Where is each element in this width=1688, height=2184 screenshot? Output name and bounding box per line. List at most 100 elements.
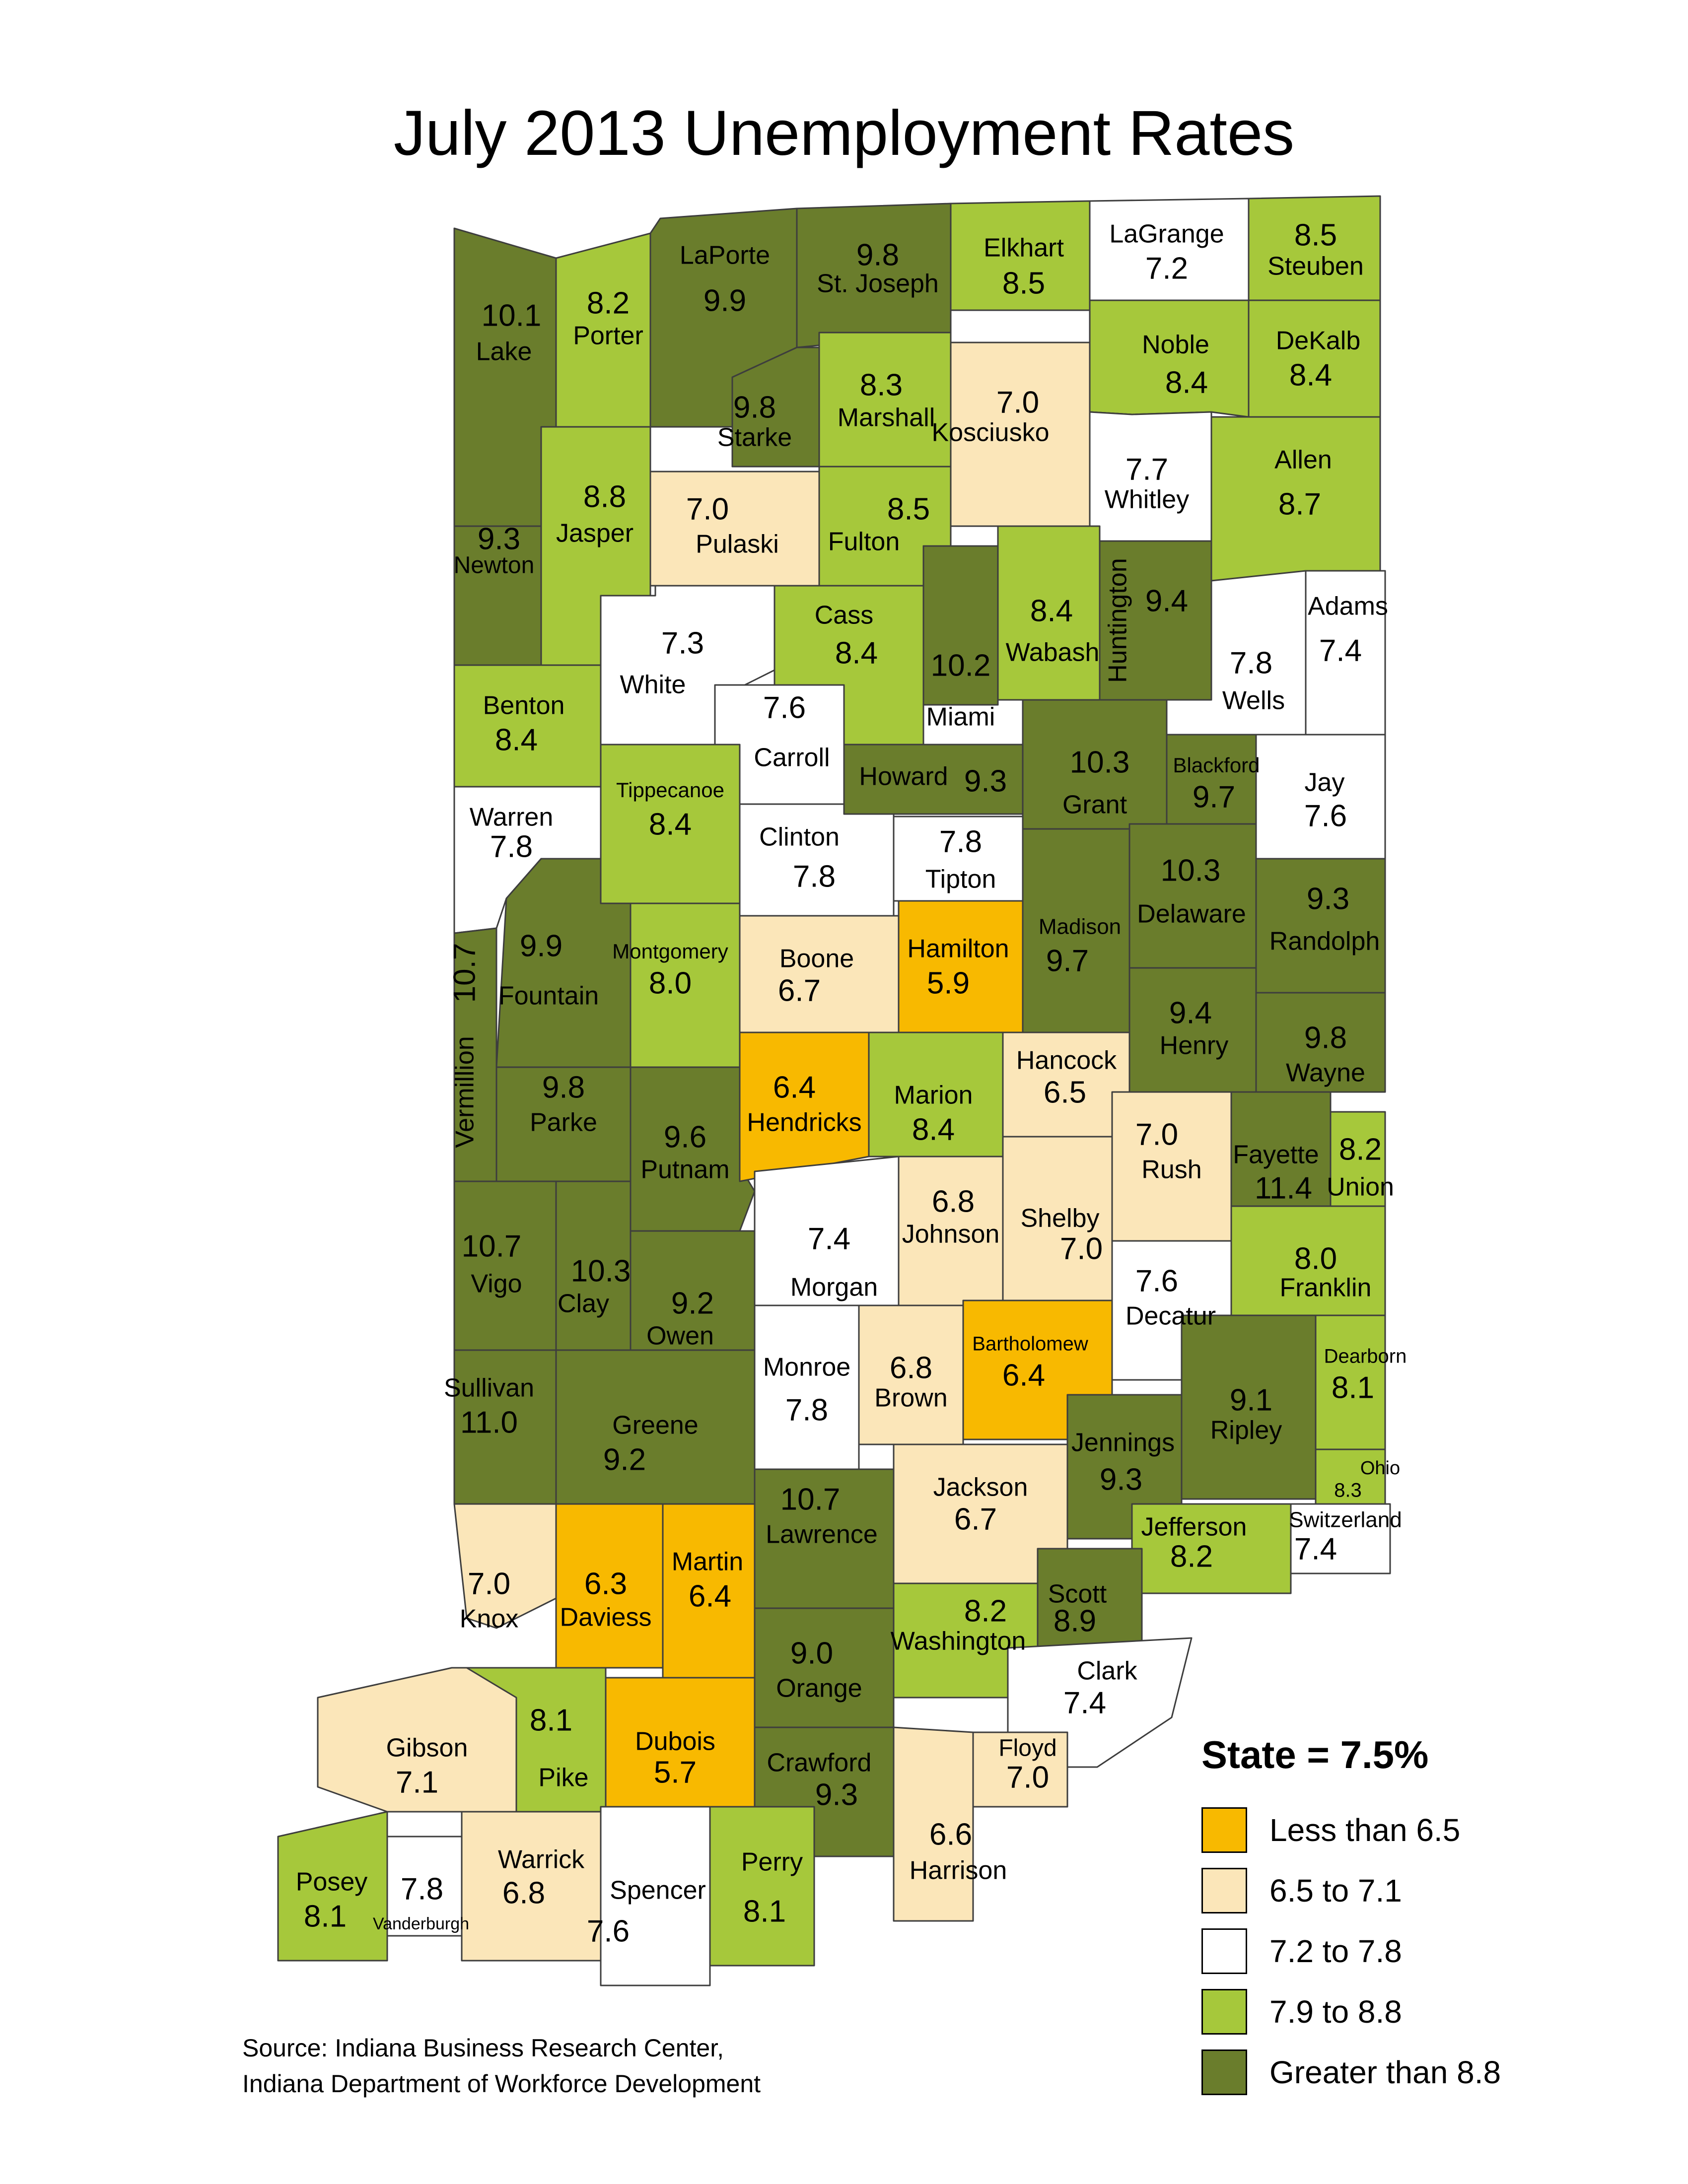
- county-delaware-region: [1128, 823, 1257, 969]
- county-name-label: Fulton: [828, 528, 900, 556]
- county-name-label: Switzerland: [1289, 1508, 1402, 1532]
- county-rate-label: 9.3: [478, 522, 520, 556]
- county-rate-label: 9.3: [815, 1777, 858, 1812]
- county-rate-label: 6.4: [773, 1070, 816, 1104]
- county-randolph-region: [1255, 858, 1386, 994]
- county-rate-label: 8.4: [1165, 365, 1208, 400]
- county-rate-label: 6.3: [584, 1567, 627, 1601]
- legend: State = 7.5% Less than 6.5 6.5 to 7.1 7.2 …: [1201, 1732, 1648, 2103]
- county-name-label: Huntington: [1104, 558, 1132, 683]
- county-rate-label: 8.4: [495, 723, 538, 757]
- county-name-label: St. Joseph: [817, 270, 939, 298]
- county-name-label: Crawford: [767, 1749, 872, 1777]
- county-name-label: White: [620, 671, 686, 699]
- county-rate-label: 9.8: [1304, 1021, 1347, 1055]
- county-rate-label: 6.6: [929, 1817, 972, 1851]
- county-name-label: Perry: [741, 1848, 803, 1877]
- county-name-label: Owen: [646, 1322, 714, 1351]
- county-name-label: Steuben: [1267, 252, 1364, 281]
- legend-swatch: [1201, 1807, 1247, 1853]
- county-rate-label: 7.0: [996, 385, 1039, 419]
- county-rate-label: 7.2: [1145, 251, 1188, 285]
- county-name-label: Morgan: [790, 1273, 878, 1302]
- county-rate-label: 6.8: [890, 1351, 932, 1385]
- county-name-label: Elkhart: [984, 234, 1064, 263]
- county-rate-label: 9.8: [542, 1070, 585, 1104]
- county-name-label: Scott: [1048, 1580, 1107, 1609]
- county-rate-label: 7.8: [793, 859, 836, 893]
- county-rate-label: 7.8: [785, 1393, 828, 1427]
- county-rate-label: 10.7: [447, 943, 482, 1003]
- county-rate-label: 7.0: [686, 492, 729, 526]
- source-line-2: Indiana Department of Workforce Developm…: [242, 2070, 761, 2098]
- county-name-label: Ohio: [1360, 1458, 1400, 1479]
- county-name-label: Miami: [926, 703, 995, 732]
- county-wayne-region: [1255, 992, 1386, 1093]
- county-rate-label: 7.4: [808, 1222, 850, 1256]
- county-rate-label: 10.7: [780, 1482, 841, 1516]
- legend-item: Greater than 8.8: [1201, 2042, 1648, 2103]
- county-posey-region: [277, 1811, 388, 1962]
- county-name-label: DeKalb: [1276, 327, 1361, 355]
- county-name-label: Bartholomew: [972, 1333, 1088, 1355]
- county-name-label: Harrison: [910, 1856, 1007, 1885]
- county-rate-label: 9.6: [664, 1120, 706, 1154]
- county-rate-label: 6.7: [954, 1502, 997, 1536]
- county-rate-label: 8.5: [1002, 266, 1045, 300]
- county-rate-label: 8.7: [1278, 487, 1321, 521]
- county-name-label: Lake: [476, 338, 532, 366]
- county-rate-label: 8.1: [530, 1703, 572, 1737]
- county-rate-label: 7.0: [468, 1567, 510, 1601]
- county-name-label: Spencer: [610, 1876, 706, 1905]
- county-name-label: Tipton: [925, 865, 996, 894]
- county-name-label: Pike: [538, 1764, 588, 1792]
- county-name-label: Johnson: [902, 1220, 1000, 1249]
- county-rate-label: 8.3: [1334, 1480, 1362, 1502]
- county-rate-label: 8.5: [1294, 218, 1337, 252]
- county-name-label: Dearborn: [1324, 1346, 1407, 1367]
- county-rate-label: 9.9: [520, 929, 563, 963]
- county-pulaski-region: [649, 471, 820, 587]
- legend-label: Greater than 8.8: [1269, 2054, 1501, 2090]
- county-name-label: Warren: [470, 803, 554, 832]
- county-name-label: Wayne: [1286, 1059, 1365, 1088]
- county-rate-label: 7.7: [1125, 452, 1168, 486]
- county-rate-label: 7.8: [939, 824, 982, 859]
- county-name-label: Parke: [530, 1108, 597, 1137]
- county-name-label: Vigo: [471, 1270, 522, 1298]
- county-name-label: Jefferson: [1141, 1513, 1247, 1542]
- county-name-label: Marshall: [838, 404, 935, 432]
- legend-label: 7.2 to 7.8: [1269, 1933, 1402, 1969]
- county-rate-label: 7.0: [1135, 1117, 1178, 1152]
- county-rate-label: 7.8: [401, 1872, 443, 1906]
- county-rate-label: 6.8: [502, 1876, 545, 1910]
- county-rate-label: 7.4: [1319, 633, 1362, 668]
- county-name-label: Dubois: [635, 1727, 715, 1756]
- county-name-label: Hamilton: [907, 935, 1009, 963]
- county-rate-label: 7.0: [1006, 1760, 1049, 1794]
- source-line-1: Source: Indiana Business Research Center…: [242, 2034, 724, 2062]
- county-rate-label: 6.5: [1044, 1075, 1086, 1109]
- county-name-label: Decatur: [1125, 1302, 1216, 1331]
- county-rate-label: 7.6: [1135, 1264, 1178, 1298]
- county-name-label: Sullivan: [444, 1374, 534, 1403]
- county-rate-label: 9.0: [790, 1636, 833, 1670]
- legend-swatch: [1201, 1989, 1247, 2035]
- county-name-label: Delaware: [1137, 900, 1246, 929]
- county-name-label: Jay: [1305, 768, 1345, 797]
- county-name-label: Washington: [891, 1627, 1026, 1656]
- county-rate-label: 9.3: [964, 764, 1007, 798]
- county-rate-label: 9.4: [1169, 996, 1212, 1030]
- county-name-label: Wabash: [1006, 638, 1100, 667]
- county-rate-label: 9.9: [703, 283, 746, 318]
- county-name-label: Martin: [672, 1548, 743, 1576]
- county-rate-label: 9.8: [856, 238, 899, 272]
- county-name-label: Lawrence: [766, 1520, 877, 1549]
- county-rate-label: 9.7: [1193, 780, 1235, 814]
- county-name-label: Allen: [1274, 446, 1332, 475]
- county-rate-label: 8.4: [1289, 358, 1332, 392]
- county-name-label: Daviess: [560, 1603, 652, 1632]
- county-name-label: Cass: [815, 601, 873, 630]
- county-name-label: Hendricks: [747, 1108, 861, 1137]
